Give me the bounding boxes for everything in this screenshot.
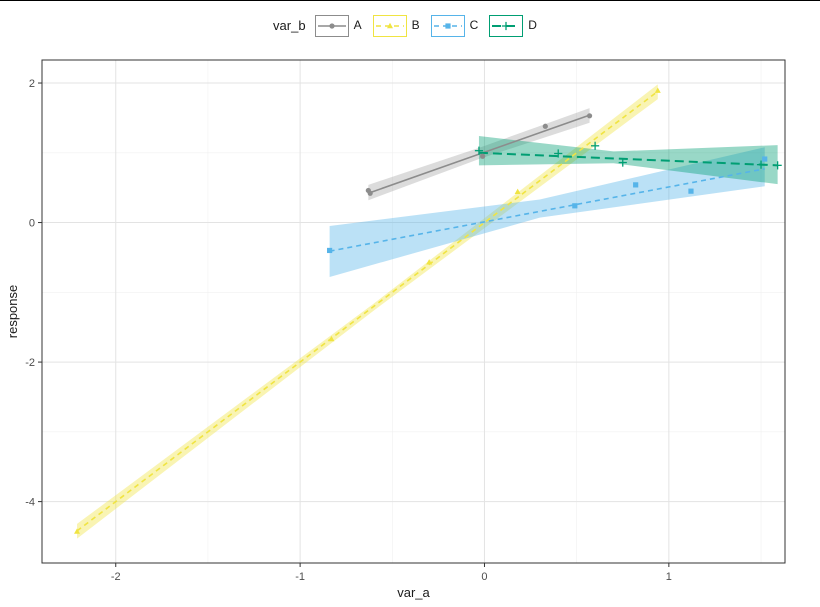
data-point-d (618, 158, 627, 167)
legend-item-a: A (314, 14, 362, 37)
legend-key-frame (489, 15, 524, 37)
data-point-c (633, 182, 639, 188)
legend-key-c-icon (430, 14, 465, 37)
data-point-a (367, 190, 373, 196)
legend: var_b A B C D (0, 14, 820, 37)
data-point-d (474, 146, 484, 155)
y-tick-label: 2 (29, 78, 35, 90)
data-point-b (74, 528, 81, 534)
x-tick-label: -2 (111, 571, 121, 583)
data-point-c (572, 203, 578, 209)
data-point-a (586, 113, 593, 119)
data-point-b (514, 188, 521, 195)
legend-label-a: A (353, 18, 362, 32)
legend-key-marker (386, 22, 393, 29)
legend-key-frame (430, 15, 465, 37)
data-point-b (654, 87, 661, 93)
legend-title: var_b (273, 17, 306, 33)
panel-border (41, 59, 786, 564)
data-point-a (480, 153, 486, 159)
confidence-band-c (329, 147, 765, 277)
legend-key-marker (502, 21, 511, 31)
fit-line-d (478, 151, 778, 167)
y-axis-title: response (5, 285, 20, 338)
confidence-band-d (478, 136, 778, 185)
x-axis-title: var_a (397, 585, 430, 600)
data-point-b (328, 335, 335, 342)
top-rule (0, 0, 820, 1)
legend-item-d: D (488, 14, 537, 37)
legend-item-b: B (372, 14, 420, 37)
data-point-a (542, 123, 548, 129)
ticks: -2 -1 0 1 -4 -2 0 2 (25, 78, 672, 583)
fit-line-c (329, 168, 765, 252)
data-point-b (426, 259, 433, 265)
legend-label-c: C (469, 18, 479, 32)
y-tick-label: -4 (25, 497, 35, 509)
legend-key-frame (314, 15, 349, 37)
legend-key-frame (372, 15, 407, 37)
legend-key-marker (445, 23, 451, 29)
y-tick-label: -2 (25, 357, 35, 369)
data-point-d (591, 141, 600, 150)
data-point-c (327, 247, 333, 254)
data-point-d (554, 149, 563, 158)
legend-key-b-icon (372, 14, 407, 37)
grid (42, 60, 785, 563)
fit-line-b (76, 90, 659, 532)
y-tick-label: 0 (29, 218, 35, 230)
data-point-c (688, 188, 694, 194)
data-point-d (773, 161, 782, 170)
legend-key-d-icon (488, 14, 524, 37)
legend-key-a-icon (314, 14, 349, 37)
data-point-d (756, 160, 766, 169)
legend-item-c: C (430, 14, 479, 37)
data-point-c (762, 156, 768, 162)
legend-label-b: B (411, 18, 420, 32)
x-tick-label: -1 (295, 571, 305, 583)
legend-key-marker (328, 23, 335, 29)
data-points (74, 87, 782, 534)
x-tick-label: 1 (666, 571, 672, 583)
x-tick-label: 0 (481, 571, 487, 583)
legend-label-d: D (528, 18, 537, 32)
